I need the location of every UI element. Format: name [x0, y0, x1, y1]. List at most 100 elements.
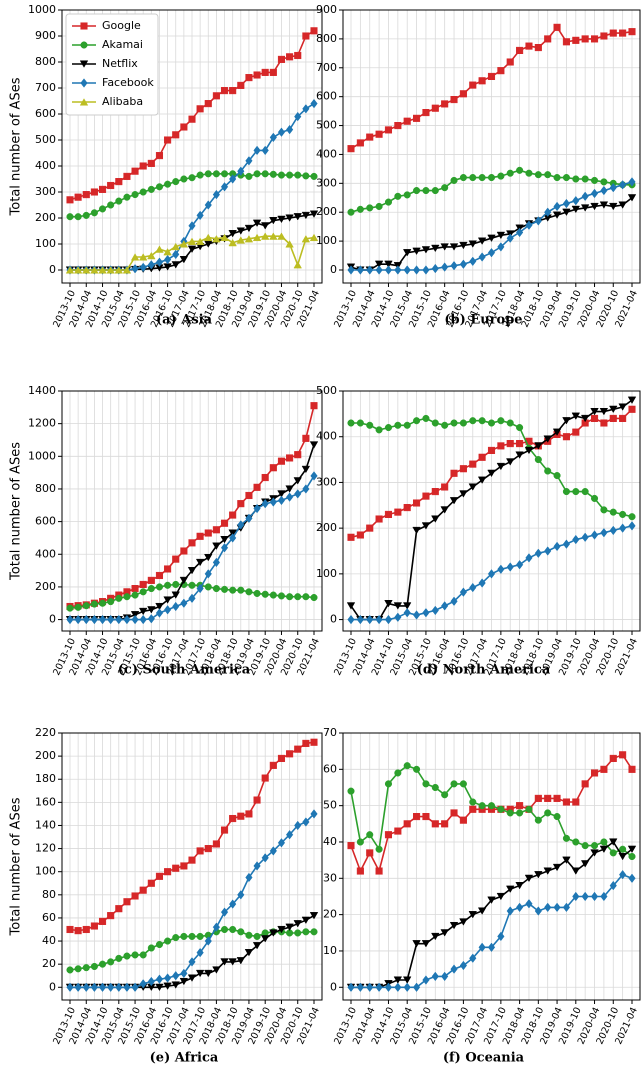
data-point	[261, 498, 269, 509]
plot-frame	[61, 9, 323, 284]
data-point	[220, 87, 229, 95]
data-point	[619, 845, 627, 853]
data-point	[90, 614, 99, 625]
data-point	[525, 42, 533, 50]
data-point	[82, 602, 90, 610]
data-point	[544, 809, 552, 817]
data-point	[269, 170, 277, 178]
data-point	[294, 451, 302, 459]
data-point	[431, 104, 439, 112]
data-point	[294, 745, 302, 753]
y-tick-label: 10	[323, 944, 337, 957]
data-point	[131, 263, 139, 274]
data-point	[301, 234, 311, 243]
data-point	[627, 194, 637, 202]
data-point	[302, 817, 310, 827]
data-point	[123, 172, 131, 180]
y-tick-label: 140	[35, 818, 56, 831]
y-tick-label: 1400	[28, 384, 56, 397]
data-point	[469, 460, 477, 468]
y-tick-label: 40	[42, 934, 56, 947]
legend-label: Netflix	[102, 57, 138, 70]
data-point	[74, 927, 82, 935]
data-point	[204, 100, 212, 108]
data-point	[123, 593, 131, 601]
data-point	[277, 838, 286, 848]
data-point	[196, 171, 204, 179]
data-point	[293, 213, 302, 221]
y-tick-label: 200	[35, 211, 56, 224]
y-axis-label: Total number of ASes	[9, 442, 24, 581]
y-tick-label: 300	[35, 185, 56, 198]
data-point	[212, 92, 220, 100]
data-point	[524, 874, 534, 883]
data-point	[285, 485, 294, 493]
data-point	[180, 598, 188, 608]
data-point	[534, 44, 542, 52]
data-point	[600, 891, 608, 902]
data-point	[553, 902, 561, 913]
data-point	[261, 145, 269, 156]
data-point	[506, 458, 515, 466]
data-point	[131, 191, 139, 199]
data-point	[478, 174, 486, 182]
data-point	[131, 982, 139, 992]
data-point	[245, 172, 253, 180]
data-point	[590, 849, 599, 857]
data-point	[431, 820, 439, 828]
data-point	[155, 940, 164, 949]
data-point	[123, 982, 131, 992]
data-point	[459, 465, 467, 473]
data-point	[619, 414, 627, 422]
data-point	[220, 233, 229, 242]
y-tick-label: 1000	[28, 3, 56, 16]
data-point	[220, 958, 229, 966]
data-point	[600, 765, 608, 773]
data-point	[147, 606, 156, 614]
data-point	[204, 170, 212, 178]
data-point	[600, 506, 608, 514]
data-point	[115, 594, 123, 602]
data-point	[562, 539, 571, 549]
data-point	[441, 601, 449, 611]
data-point	[412, 940, 421, 948]
data-point	[562, 798, 570, 806]
data-point	[562, 38, 570, 46]
data-point	[155, 608, 164, 618]
data-point	[534, 442, 543, 450]
data-point	[469, 805, 477, 813]
y-tick-label: 80	[42, 888, 56, 901]
data-point	[66, 982, 74, 992]
data-point	[147, 260, 155, 270]
data-point	[469, 174, 477, 182]
data-point	[449, 243, 459, 251]
data-point	[269, 761, 277, 769]
panel: 02004006008001000120014002013-102014-042…	[9, 384, 323, 678]
data-point	[506, 809, 514, 817]
data-point	[294, 111, 302, 122]
y-tick-label: 700	[35, 81, 56, 94]
data-point	[220, 519, 229, 527]
data-point	[459, 419, 467, 427]
legend-marker	[80, 78, 88, 88]
data-point	[155, 583, 164, 591]
panel: 010020030040050060070080090010002013-102…	[9, 3, 323, 329]
caption: (e) Africa	[150, 1051, 219, 1066]
data-point	[310, 928, 318, 936]
data-point	[402, 249, 412, 257]
data-point	[468, 911, 477, 919]
data-point	[384, 260, 393, 269]
data-point	[628, 765, 636, 773]
data-point	[431, 263, 439, 274]
y-tick-label: 0	[330, 613, 337, 626]
data-point	[277, 925, 286, 934]
data-point	[98, 185, 107, 193]
data-point	[131, 951, 139, 959]
data-point	[277, 55, 286, 63]
plot-frame	[61, 390, 323, 632]
data-point	[459, 960, 468, 971]
data-point	[237, 500, 245, 508]
y-tick-label: 400	[35, 547, 56, 560]
